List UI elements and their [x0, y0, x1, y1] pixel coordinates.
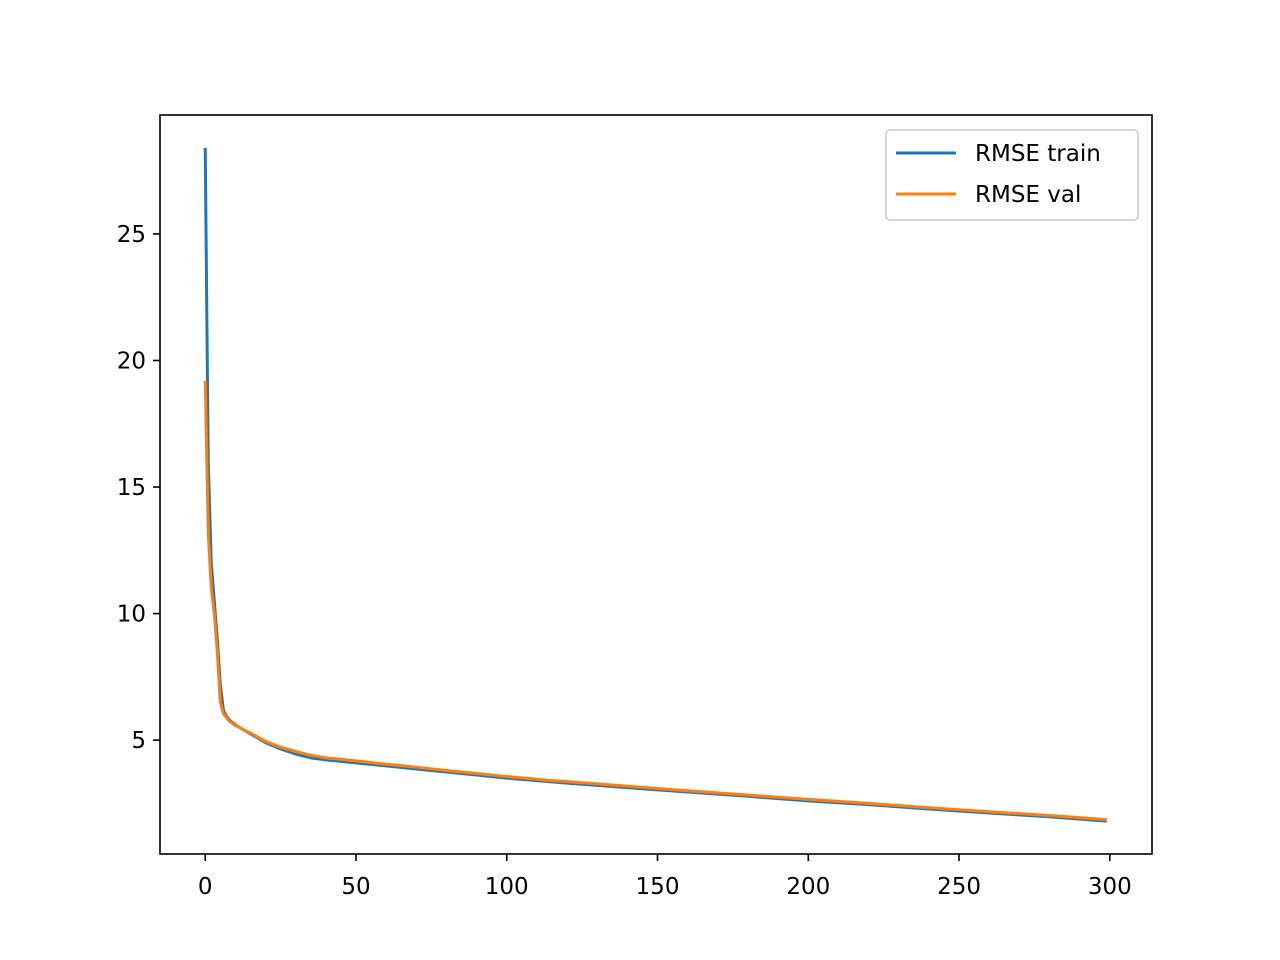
y-tick-label: 5	[131, 728, 146, 754]
y-tick-label: 20	[117, 348, 146, 374]
x-tick-label: 50	[341, 874, 370, 900]
y-tick-label: 25	[117, 222, 146, 248]
y-axis: 5 10 15 20 25	[117, 222, 160, 754]
x-axis: 0 50 100 150 200 250 300	[198, 854, 1132, 900]
plot-frame	[159, 114, 1153, 855]
y-tick-label: 15	[117, 475, 146, 501]
x-tick-label: 150	[636, 874, 680, 900]
legend-label-train: RMSE train	[975, 141, 1101, 167]
y-tick-label: 10	[117, 602, 146, 628]
x-tick-label: 300	[1088, 874, 1132, 900]
x-tick-label: 200	[786, 874, 830, 900]
series-line-val	[203, 380, 1107, 822]
plot-lines	[203, 147, 1107, 823]
legend-label-val: RMSE val	[975, 182, 1081, 208]
x-tick-label: 250	[937, 874, 981, 900]
x-tick-label: 100	[485, 874, 529, 900]
x-tick-label: 0	[198, 874, 213, 900]
legend: RMSE train RMSE val	[885, 129, 1139, 221]
